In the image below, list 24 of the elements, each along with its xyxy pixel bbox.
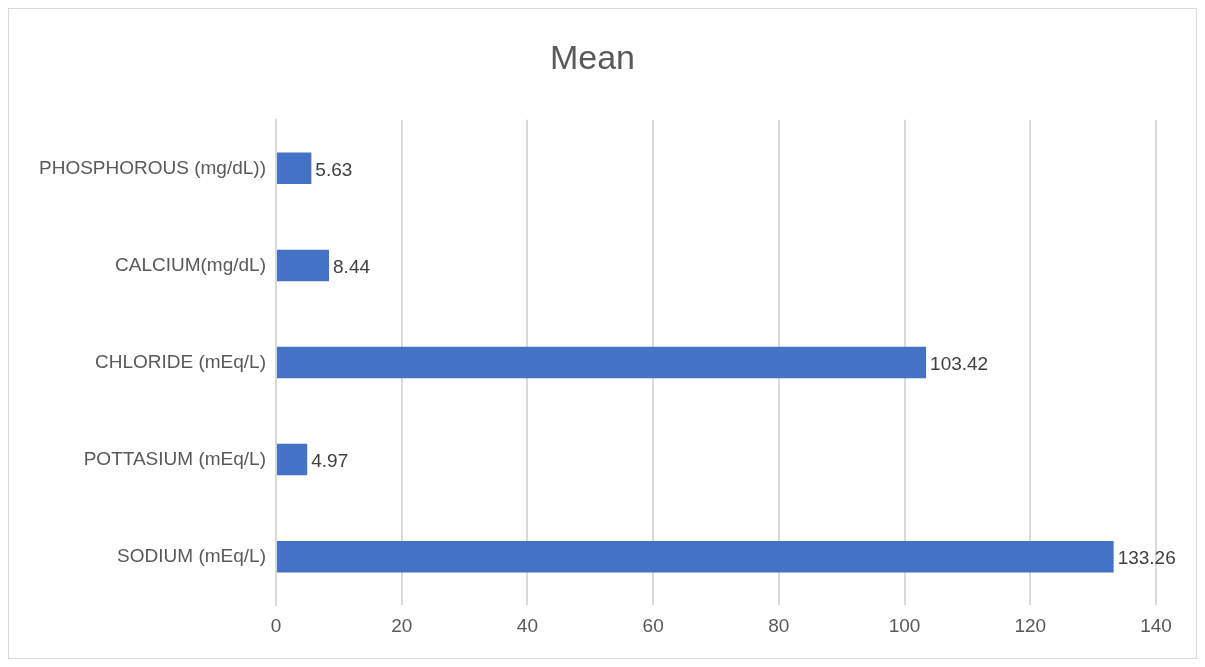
x-tick-label: 60 <box>642 614 664 636</box>
data-label: 103.42 <box>930 352 989 374</box>
x-tick-label: 40 <box>516 614 538 636</box>
y-tick-label: CHLORIDE (mEq/L) <box>94 350 266 372</box>
data-label: 133.26 <box>1117 546 1176 568</box>
chart-title: Mean <box>549 37 636 76</box>
bar <box>276 443 308 476</box>
x-tick-label: 0 <box>270 614 282 636</box>
x-tick-label: 80 <box>768 614 790 636</box>
y-tick-label: PHOSPHOROUS (mg/dL)) <box>39 156 266 178</box>
data-label: 8.44 <box>333 255 371 277</box>
y-tick-label: POTTASIUM (mEq/L) <box>83 447 266 469</box>
y-tick-label: CALCIUM(mg/dL) <box>115 253 266 275</box>
bar <box>276 249 330 282</box>
bar <box>276 346 927 379</box>
x-tick-label: 100 <box>888 614 921 636</box>
data-label: 4.97 <box>311 449 349 471</box>
x-tick-label: 140 <box>1140 614 1172 636</box>
y-tick-label: SODIUM (mEq/L) <box>117 544 266 566</box>
x-tick-label: 120 <box>1014 614 1047 636</box>
x-tick-label: 20 <box>391 614 413 636</box>
bar <box>276 152 312 185</box>
bar <box>276 540 1114 573</box>
data-label: 5.63 <box>315 158 353 180</box>
